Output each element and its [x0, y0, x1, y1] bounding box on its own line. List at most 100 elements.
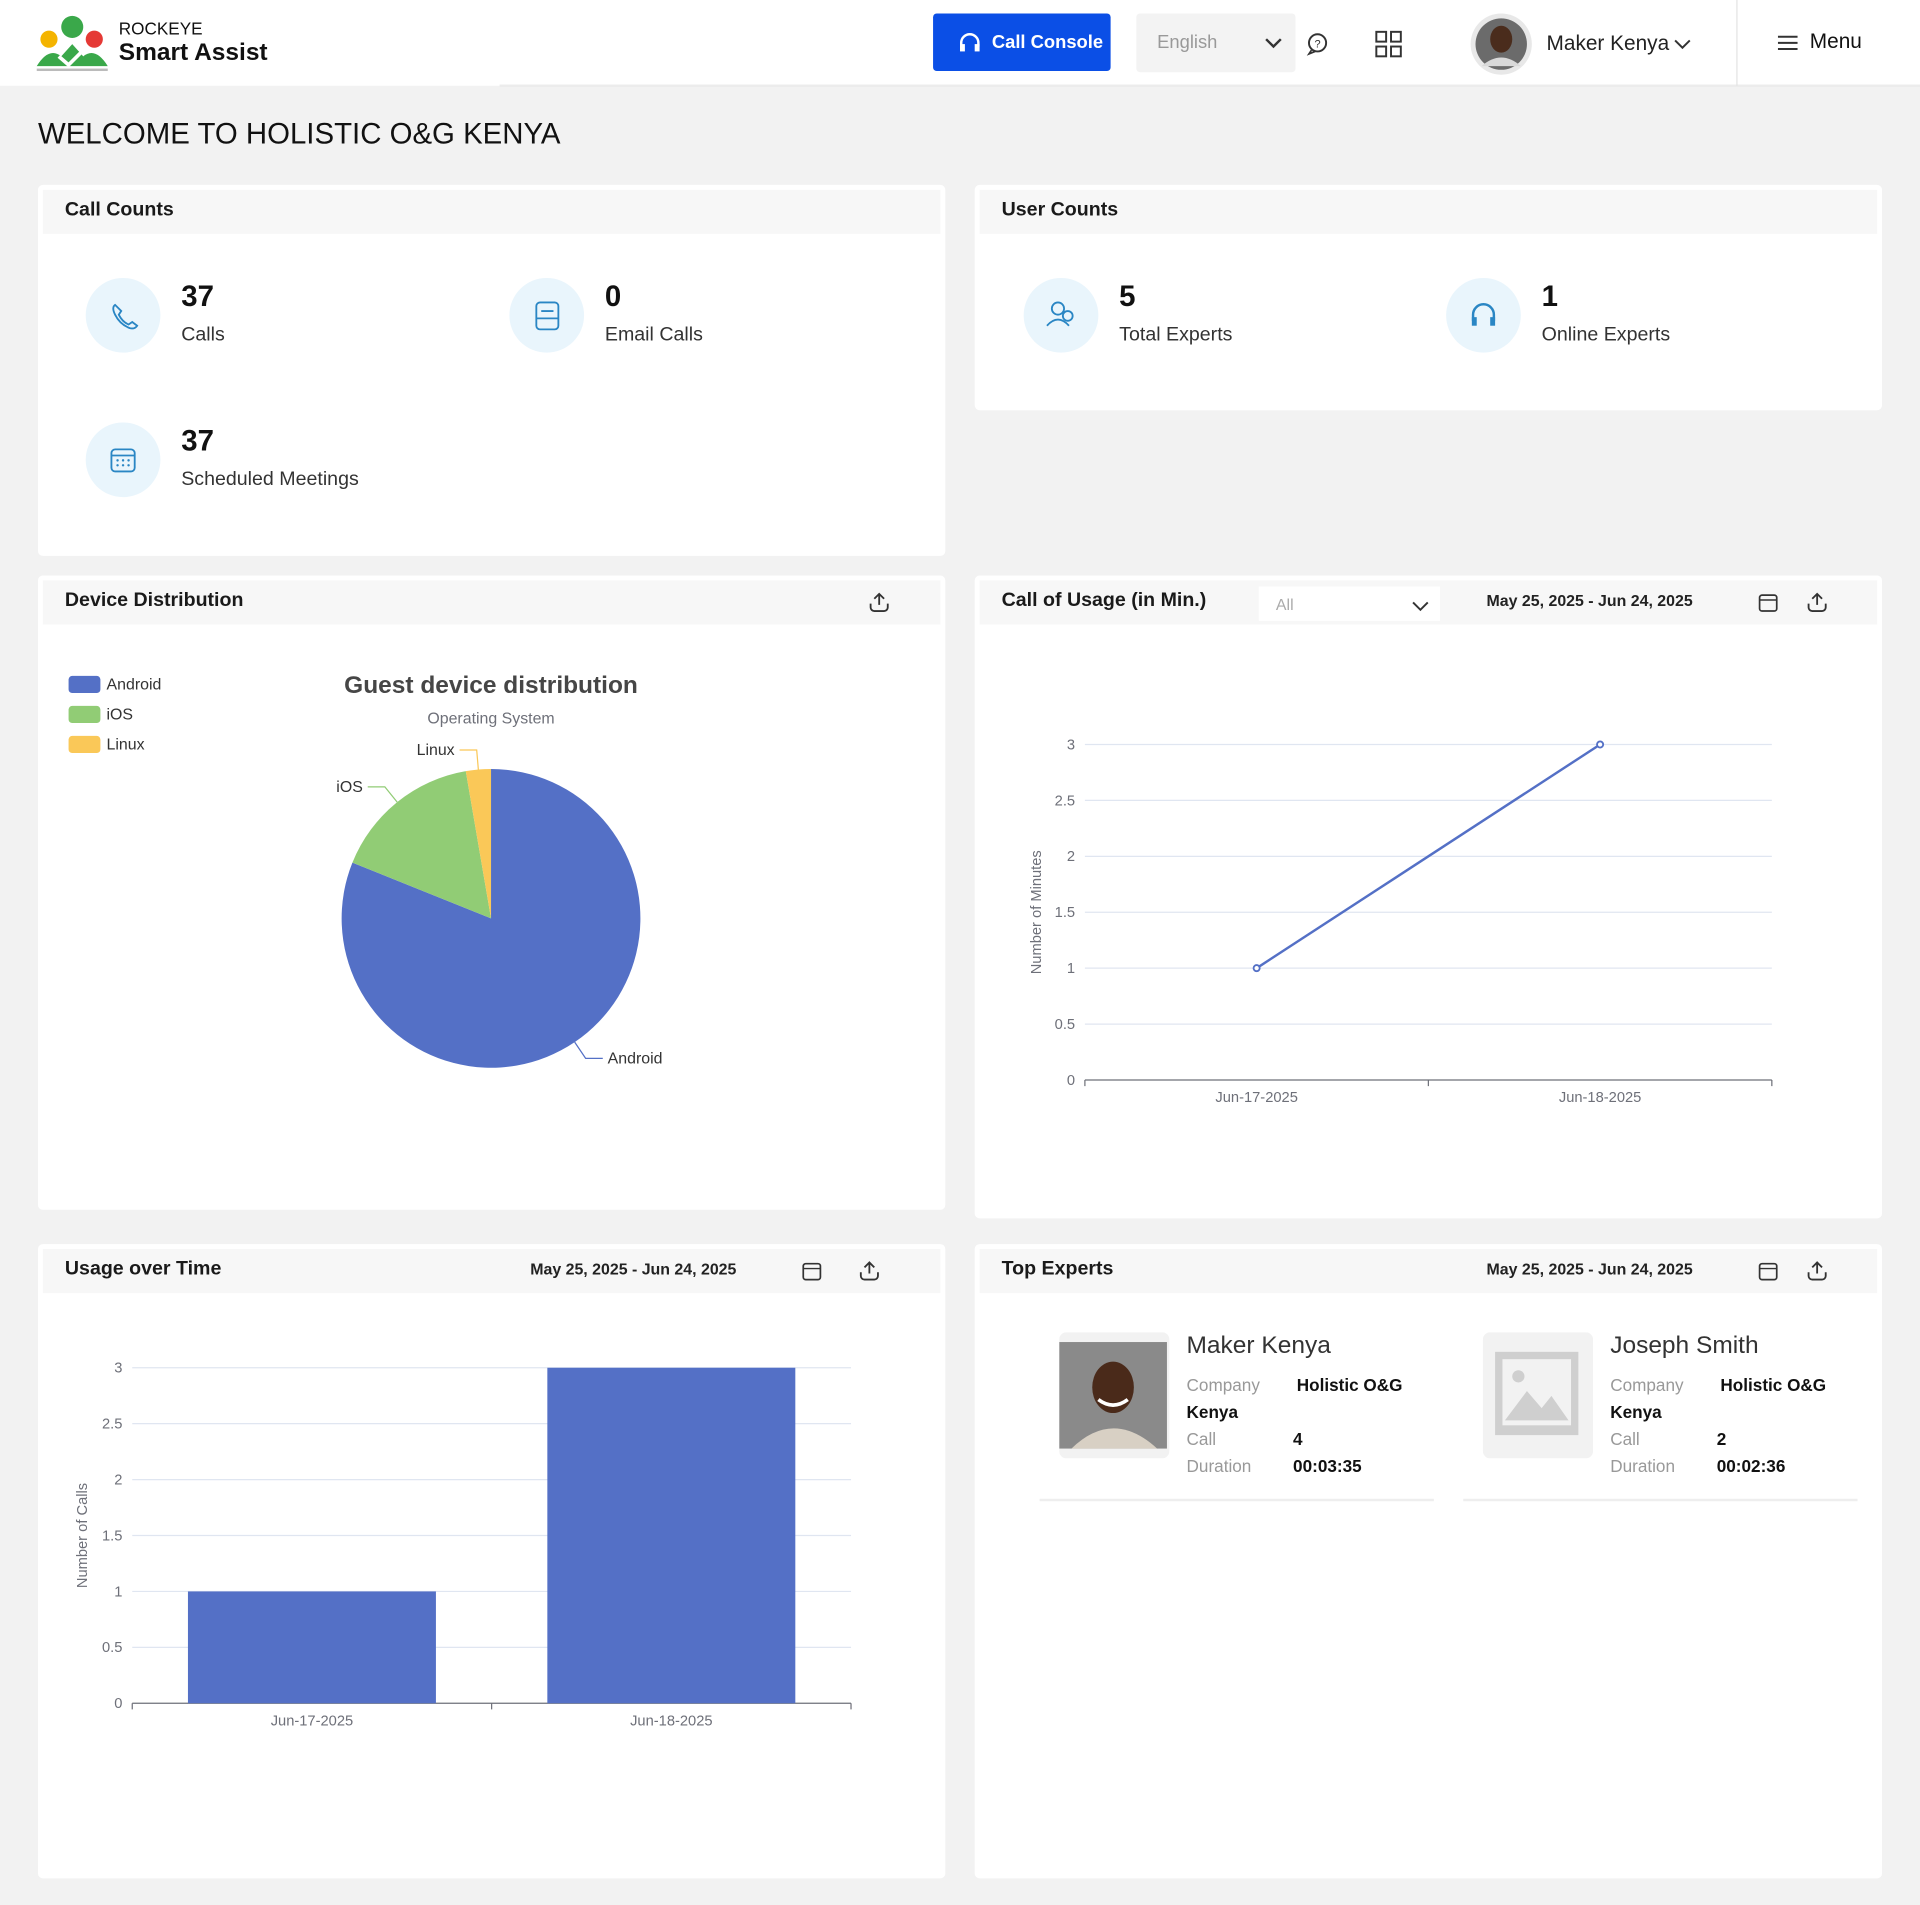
- field-value: 00:02:36: [1716, 1455, 1786, 1476]
- date-range[interactable]: May 25, 2025 - Jun 24, 2025: [1486, 591, 1693, 610]
- line: [1255, 743, 1601, 970]
- menu-icon[interactable]: [1777, 33, 1799, 53]
- stat-label: Scheduled Meetings: [181, 468, 359, 490]
- calendar-icon[interactable]: [1757, 1260, 1779, 1282]
- chevron: [1265, 38, 1282, 49]
- y-tick-label: 0.5: [1055, 1017, 1075, 1033]
- stat-value: 1: [1541, 280, 1558, 314]
- svg-text:?: ?: [1314, 39, 1320, 51]
- user-counts-panel: User Counts 5 Total Experts 1 Online Exper…: [974, 184, 1883, 411]
- legend-label: Linux: [107, 736, 145, 753]
- card-divider: [1039, 1498, 1434, 1502]
- stat-label: Email Calls: [604, 324, 703, 346]
- stat-label: Calls: [181, 324, 225, 346]
- slice-label: iOS: [336, 779, 363, 796]
- panel-title: Call Counts: [64, 199, 174, 221]
- y-tick-label: 1.5: [102, 1528, 122, 1544]
- panel-header: [42, 189, 941, 234]
- help-icon[interactable]: ?: [1305, 32, 1329, 56]
- filter-select[interactable]: All: [1258, 586, 1441, 621]
- menu-label[interactable]: Menu: [1809, 29, 1862, 53]
- expert-card[interactable]: Joseph Smith Company Holistic O&G Kenya C…: [1463, 1332, 1858, 1502]
- field-label: Company: [1186, 1375, 1260, 1395]
- field-value: 2: [1716, 1428, 1727, 1449]
- y-tick-label: 1: [1067, 961, 1075, 977]
- stat-value: 37: [181, 280, 214, 314]
- field-value: 00:03:35: [1293, 1455, 1362, 1476]
- panel-title: User Counts: [1001, 199, 1119, 221]
- field-label: Company: [1610, 1375, 1684, 1395]
- y-axis-label: Number of Minutes: [1029, 850, 1045, 974]
- export-icon[interactable]: [868, 591, 890, 613]
- calendar-icon[interactable]: [801, 1260, 823, 1282]
- panel-header: [979, 189, 1878, 234]
- user-avatar[interactable]: [1469, 12, 1533, 76]
- users-icon: [1023, 277, 1099, 353]
- headset-icon: [960, 33, 980, 52]
- export-icon[interactable]: [1806, 1260, 1828, 1282]
- slice-label: Linux: [417, 742, 455, 759]
- user-name[interactable]: Maker Kenya: [1546, 31, 1670, 56]
- usage-minutes-panel: Call of Usage (in Min.) All May 25, 2025…: [974, 575, 1883, 1219]
- pie-slice: [352, 771, 492, 919]
- field-label: Duration: [1186, 1455, 1252, 1476]
- expert-photo-placeholder: [1482, 1332, 1594, 1459]
- welcome-title: WELCOME TO HOLISTIC O&G KENYA: [37, 117, 561, 151]
- expert-card[interactable]: Maker Kenya Company Holistic O&G Kenya Ca…: [1039, 1332, 1434, 1502]
- panel-title: Usage over Time: [64, 1258, 222, 1280]
- legend-swatch: [68, 675, 101, 694]
- field-label: Call: [1610, 1428, 1640, 1449]
- bar: [547, 1367, 796, 1704]
- card-divider: [1463, 1498, 1858, 1502]
- expert-details: Company Holistic O&G Kenya Call 2 Duration…: [1610, 1371, 1838, 1479]
- bar: [187, 1591, 436, 1704]
- y-tick-label: 2: [114, 1472, 122, 1488]
- export-icon[interactable]: [1806, 591, 1828, 613]
- expert-details: Company Holistic O&G Kenya Call 4 Duration…: [1187, 1371, 1415, 1479]
- leader-line: [574, 1041, 603, 1059]
- divider: [1736, 0, 1738, 86]
- logo: [36, 15, 108, 72]
- field-value: 4: [1293, 1428, 1303, 1449]
- language-select[interactable]: English: [1136, 13, 1296, 73]
- x-tick-label: Jun-17-2025: [1215, 1090, 1297, 1106]
- point: [1596, 740, 1605, 749]
- calendar-icon[interactable]: [1757, 591, 1779, 613]
- stat-value: 0: [604, 280, 622, 314]
- panel-header: [42, 580, 941, 625]
- stat-value: 5: [1119, 280, 1136, 314]
- panel-header: [42, 1248, 941, 1294]
- call-counts-panel: Call Counts 37 Calls 0 Email Calls 37 Sched…: [37, 184, 946, 556]
- y-tick-label: 3: [1067, 737, 1075, 753]
- chevron: [1412, 601, 1429, 612]
- field-label: Call: [1186, 1428, 1217, 1449]
- date-range[interactable]: May 25, 2025 - Jun 24, 2025: [1486, 1260, 1693, 1279]
- header-shadow: [499, 84, 1920, 87]
- apps-icon[interactable]: [1374, 29, 1403, 58]
- stat-label: Online Experts: [1541, 324, 1671, 346]
- y-tick-label: 3: [114, 1361, 122, 1377]
- point: [1252, 964, 1261, 973]
- call-console-label: Call Console: [991, 31, 1104, 53]
- call-console-button[interactable]: Call Console: [933, 13, 1111, 72]
- y-tick-label: 1: [114, 1584, 122, 1600]
- brand: ROCKEYE: [118, 18, 203, 38]
- product: Smart Assist: [118, 39, 268, 67]
- phone-icon: [85, 277, 161, 353]
- expert-photo: [1059, 1332, 1170, 1459]
- x-tick-label: Jun-18-2025: [1559, 1090, 1641, 1106]
- filter-value: All: [1275, 595, 1294, 614]
- y-tick-label: 1.5: [1055, 905, 1075, 921]
- leader-line: [459, 749, 479, 770]
- y-tick-label: 0: [114, 1696, 122, 1712]
- legend-swatch: [68, 735, 101, 754]
- leader-line: [367, 786, 398, 803]
- date-range[interactable]: May 25, 2025 - Jun 24, 2025: [530, 1260, 737, 1279]
- export-icon[interactable]: [858, 1260, 880, 1282]
- field-label: Duration: [1610, 1455, 1676, 1476]
- legend-label: iOS: [107, 706, 134, 723]
- y-tick-label: 2.5: [1055, 793, 1075, 809]
- expert-name: Maker Kenya: [1186, 1332, 1331, 1360]
- field-value: Holistic O&G Kenya: [1610, 1375, 1827, 1422]
